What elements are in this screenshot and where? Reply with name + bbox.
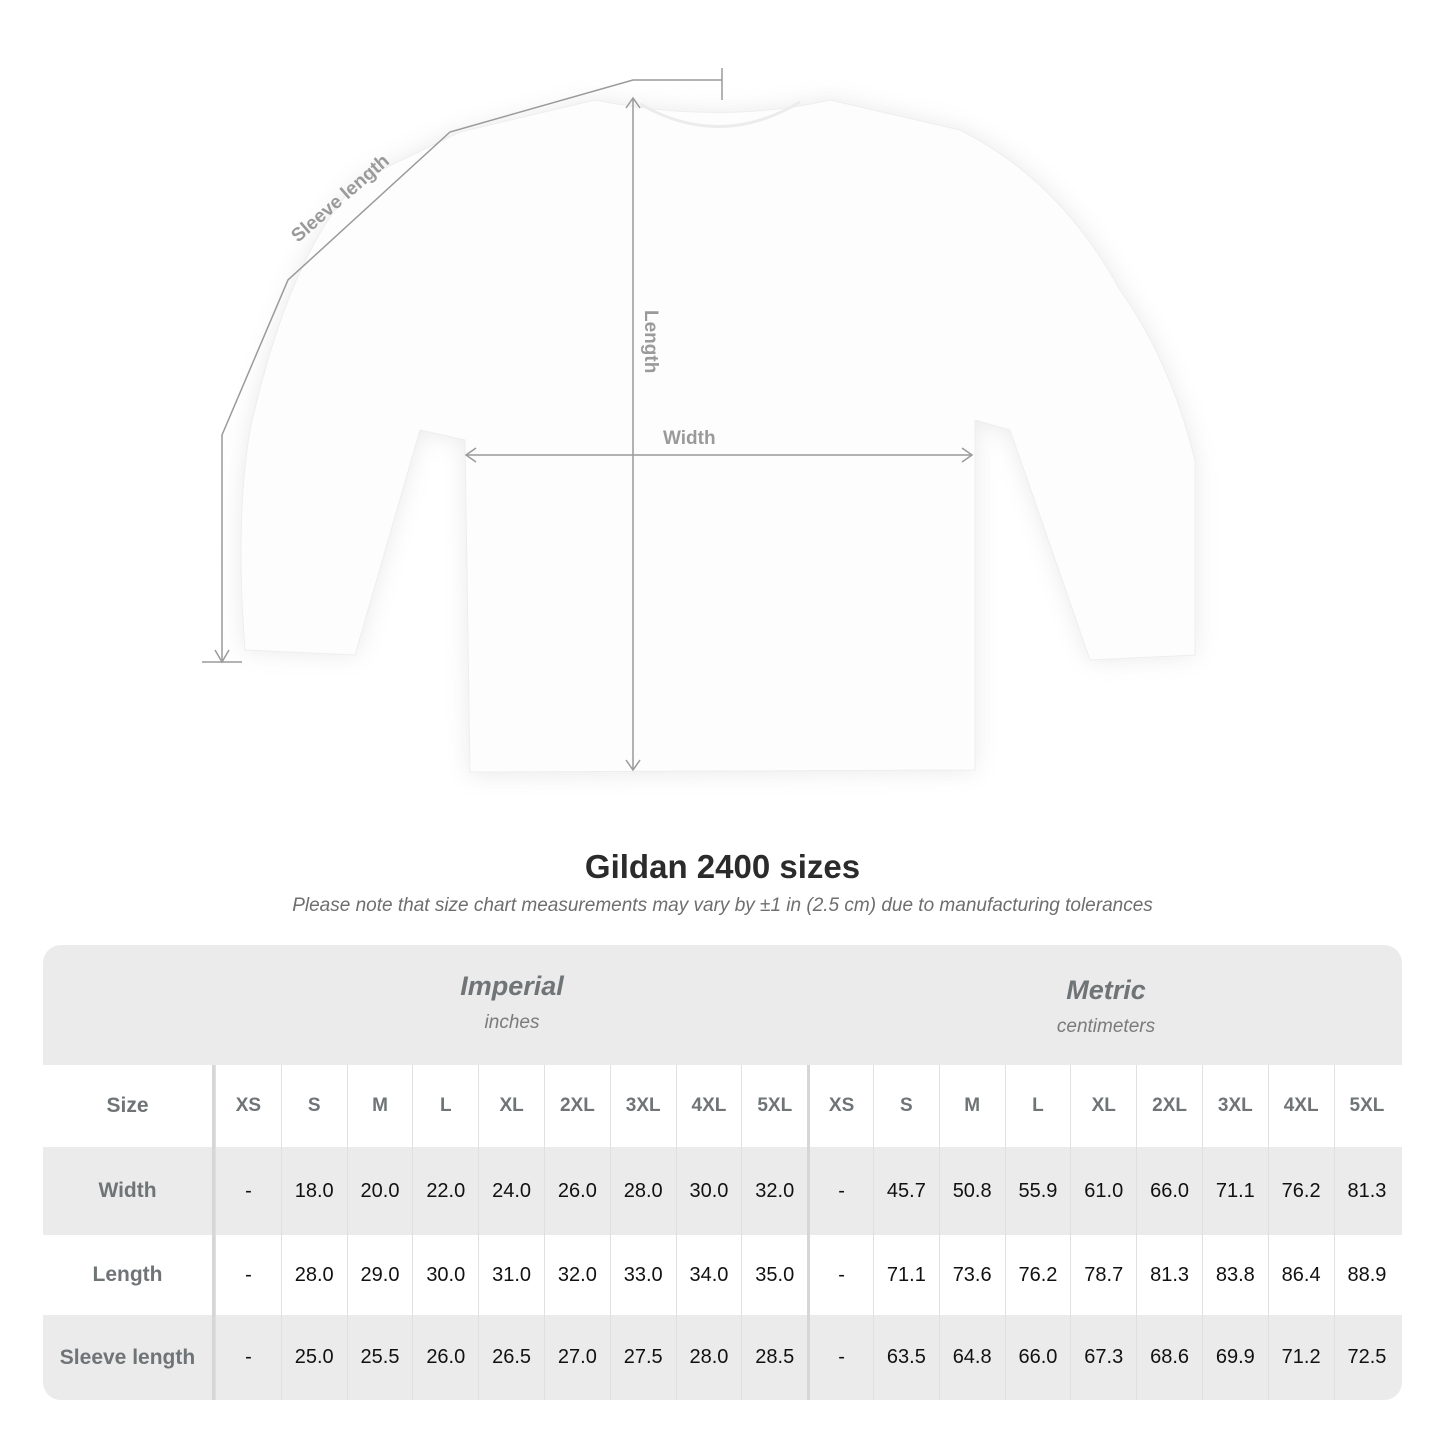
metric-value-cell: 61.0	[1070, 1147, 1136, 1235]
imperial-value-cell: 26.0	[412, 1315, 478, 1400]
imperial-size-header: 2XL	[543, 1065, 610, 1147]
metric-header: Metric centimeters	[809, 945, 1402, 1095]
length-measure	[625, 96, 641, 772]
length-label: Length	[640, 310, 661, 373]
metric-value-cell: 66.0	[1136, 1147, 1202, 1235]
imperial-value-cell: 30.0	[675, 1147, 742, 1235]
metric-value-cell: 55.9	[1004, 1147, 1071, 1235]
imperial-value-cell: 32.0	[543, 1235, 610, 1315]
metric-value-cell: -	[807, 1147, 873, 1235]
metric-value-cell: -	[807, 1235, 873, 1315]
imperial-size-header: XL	[478, 1065, 544, 1147]
imperial-size-header: 5XL	[741, 1065, 807, 1147]
width-label: Width	[663, 428, 716, 449]
metric-value-cell: 66.0	[1004, 1315, 1071, 1400]
metric-value-cell: 69.9	[1201, 1315, 1268, 1400]
shirt-illustration: Sleeve length Length Width	[202, 68, 1196, 775]
tolerance-note: Please note that size chart measurements…	[292, 895, 1153, 916]
imperial-value-cell: 25.0	[280, 1315, 347, 1400]
metric-value-cell: 64.8	[938, 1315, 1005, 1400]
table-row: Length -28.0 29.0 30.0 31.0 32.0 33.0 34.0 35.0-…	[43, 1235, 1402, 1315]
imperial-header: Imperial inches	[215, 945, 809, 1091]
imperial-value-cell: 31.0	[478, 1235, 544, 1315]
imperial-size-header: 4XL	[675, 1065, 742, 1147]
metric-size-header: M	[938, 1065, 1005, 1147]
imperial-value-cell: 29.0	[346, 1235, 413, 1315]
metric-size-header: 2XL	[1136, 1065, 1202, 1147]
metric-size-header: 4XL	[1267, 1065, 1334, 1147]
metric-value-cell: 81.3	[1136, 1235, 1202, 1315]
imperial-title: Imperial	[460, 971, 564, 1001]
metric-value-cell: 50.8	[938, 1147, 1005, 1235]
imperial-size-header: S	[280, 1065, 347, 1147]
imperial-value-cell: 28.0	[609, 1147, 676, 1235]
imperial-value-cell: 34.0	[675, 1235, 742, 1315]
table-row: Sleeve length -25.0 25.5 26.0 26.5 27.0 27.5 28…	[43, 1315, 1402, 1400]
metric-title: Metric	[1066, 975, 1146, 1005]
width-measure	[464, 447, 974, 463]
metric-size-header: 3XL	[1201, 1065, 1268, 1147]
imperial-value-cell: 30.0	[412, 1235, 478, 1315]
imperial-value-cell: 35.0	[741, 1235, 807, 1315]
metric-value-cell: 63.5	[872, 1315, 939, 1400]
metric-size-header: S	[872, 1065, 939, 1147]
metric-value-cell: 71.2	[1267, 1315, 1334, 1400]
metric-unit: centimeters	[1056, 1016, 1156, 1037]
row-label: Width	[43, 1147, 215, 1235]
size-header-row: Size XS S M L XL 2XL 3XL 4XL 5XL XS S M L XL 2XL 3XL 4XL…	[43, 1065, 1402, 1147]
imperial-value-cell: 25.5	[346, 1315, 413, 1400]
imperial-value-cell: 24.0	[478, 1147, 544, 1235]
metric-value-cell: 88.9	[1333, 1235, 1400, 1315]
metric-value-cell: 83.8	[1201, 1235, 1268, 1315]
imperial-value-cell: 32.0	[741, 1147, 807, 1235]
imperial-size-header: 3XL	[609, 1065, 676, 1147]
metric-value-cell: 45.7	[872, 1147, 939, 1235]
imperial-value-cell: -	[215, 1235, 281, 1315]
size-table: Imperial inches Metric centimeters Size …	[43, 945, 1402, 1400]
imperial-unit: inches	[484, 1012, 540, 1033]
imperial-value-cell: 28.0	[280, 1235, 347, 1315]
imperial-value-cell: -	[215, 1147, 281, 1235]
metric-value-cell: 71.1	[872, 1235, 939, 1315]
sleeve-length-measure	[202, 68, 723, 664]
metric-value-cell: 71.1	[1201, 1147, 1268, 1235]
metric-size-header: XL	[1070, 1065, 1136, 1147]
metric-value-cell: 78.7	[1070, 1235, 1136, 1315]
metric-value-cell: -	[807, 1315, 873, 1400]
row-label: Sleeve length	[43, 1315, 215, 1400]
imperial-size-header: L	[412, 1065, 478, 1147]
metric-size-header: XS	[807, 1065, 873, 1147]
metric-size-header: 5XL	[1333, 1065, 1400, 1147]
metric-value-cell: 76.2	[1267, 1147, 1334, 1235]
imperial-value-cell: 26.5	[478, 1315, 544, 1400]
shirt-collar	[639, 100, 801, 128]
metric-value-cell: 68.6	[1136, 1315, 1202, 1400]
metric-value-cell: 76.2	[1004, 1235, 1071, 1315]
imperial-size-header: XS	[215, 1065, 281, 1147]
imperial-value-cell: 20.0	[346, 1147, 413, 1235]
imperial-value-cell: 18.0	[280, 1147, 347, 1235]
imperial-value-cell: 22.0	[412, 1147, 478, 1235]
imperial-value-cell: 27.0	[543, 1315, 610, 1400]
metric-value-cell: 73.6	[938, 1235, 1005, 1315]
imperial-value-cell: 28.0	[675, 1315, 742, 1400]
table-row: Width -18.0 20.0 22.0 24.0 26.0 28.0 30.0 32.0-4…	[43, 1147, 1402, 1235]
size-label: Size	[43, 1065, 215, 1147]
metric-size-header: L	[1004, 1065, 1071, 1147]
metric-value-cell: 67.3	[1070, 1315, 1136, 1400]
metric-value-cell: 72.5	[1333, 1315, 1400, 1400]
page-title: Gildan 2400 sizes	[584, 848, 861, 885]
row-label: Length	[43, 1235, 215, 1315]
metric-value-cell: 81.3	[1333, 1147, 1400, 1235]
metric-value-cell: 86.4	[1267, 1235, 1334, 1315]
imperial-value-cell: 27.5	[609, 1315, 676, 1400]
imperial-value-cell: 26.0	[543, 1147, 610, 1235]
imperial-value-cell: 33.0	[609, 1235, 676, 1315]
imperial-value-cell: -	[215, 1315, 281, 1400]
imperial-value-cell: 28.5	[741, 1315, 807, 1400]
shirt-body	[240, 99, 1196, 773]
imperial-size-header: M	[346, 1065, 413, 1147]
